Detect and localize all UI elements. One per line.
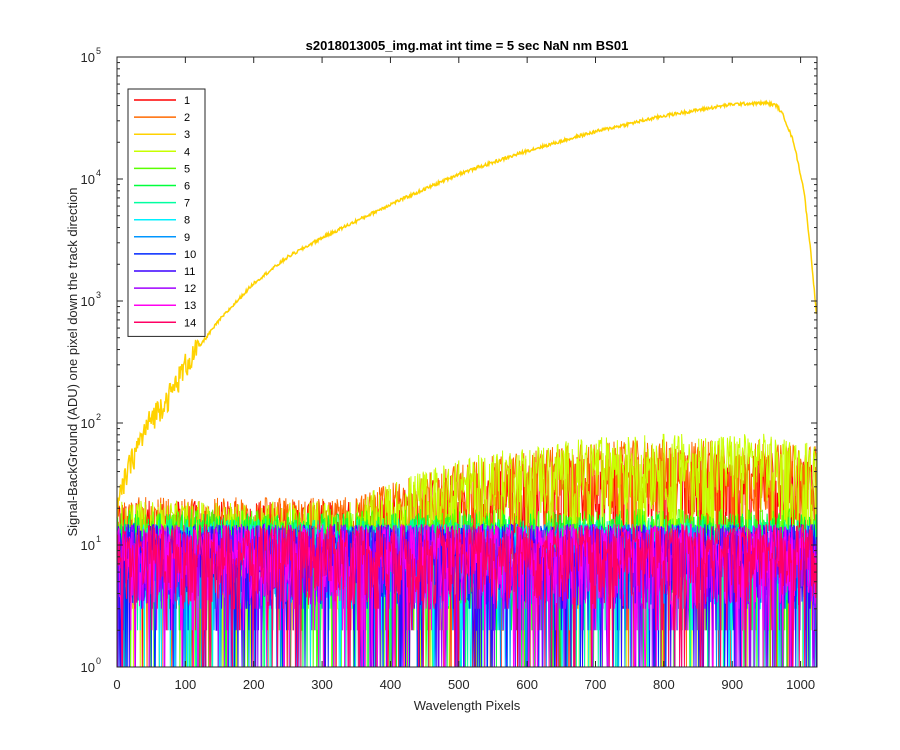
legend-label-3: 3 — [184, 129, 190, 141]
x-tick-label: 400 — [380, 677, 402, 692]
y-tick-exponent: 5 — [96, 46, 101, 56]
y-tick-label: 10 — [81, 294, 95, 309]
y-axis-label: Signal-BackGround (ADU) one pixel down t… — [65, 187, 80, 536]
x-tick-label: 600 — [516, 677, 538, 692]
y-tick-exponent: 3 — [96, 290, 101, 300]
series-line-14 — [116, 524, 817, 668]
x-tick-label: 300 — [311, 677, 333, 692]
y-tick-exponent: 0 — [96, 656, 101, 666]
legend-box — [127, 88, 206, 337]
legend-label-13: 13 — [184, 300, 196, 312]
y-tick-label: 10 — [81, 660, 95, 675]
x-tick-label: 100 — [175, 677, 197, 692]
chart-title: s2018013005_img.mat int time = 5 sec NaN… — [306, 38, 629, 53]
legend-label-10: 10 — [184, 249, 196, 261]
y-tick-label: 10 — [81, 172, 95, 187]
y-tick-exponent: 4 — [96, 168, 101, 178]
plot-frame — [116, 56, 818, 668]
x-tick-label: 0 — [113, 677, 120, 692]
legend-label-14: 14 — [184, 317, 196, 329]
x-tick-label: 700 — [585, 677, 607, 692]
legend-label-1: 1 — [184, 95, 190, 107]
x-tick-label: 500 — [448, 677, 470, 692]
series-layer — [116, 99, 818, 668]
legend-label-12: 12 — [184, 283, 196, 295]
x-tick-label: 1000 — [786, 677, 815, 692]
x-tick-label: 900 — [721, 677, 743, 692]
legend-label-7: 7 — [184, 198, 190, 210]
legend-label-6: 6 — [184, 181, 190, 193]
y-tick-label: 10 — [81, 538, 95, 553]
y-tick-label: 10 — [81, 416, 95, 431]
series-line-3 — [116, 99, 818, 518]
x-tick-label: 200 — [243, 677, 265, 692]
legend-label-4: 4 — [184, 146, 190, 158]
y-tick-exponent: 1 — [96, 534, 101, 544]
y-tick-exponent: 2 — [96, 412, 101, 422]
x-tick-label: 800 — [653, 677, 675, 692]
legend-label-9: 9 — [184, 232, 190, 244]
legend-label-5: 5 — [184, 163, 190, 175]
y-tick-label: 10 — [81, 50, 95, 65]
legend-label-11: 11 — [184, 266, 195, 278]
legend-label-2: 2 — [184, 112, 190, 124]
x-axis-label: Wavelength Pixels — [414, 698, 521, 713]
legend-label-8: 8 — [184, 215, 190, 227]
